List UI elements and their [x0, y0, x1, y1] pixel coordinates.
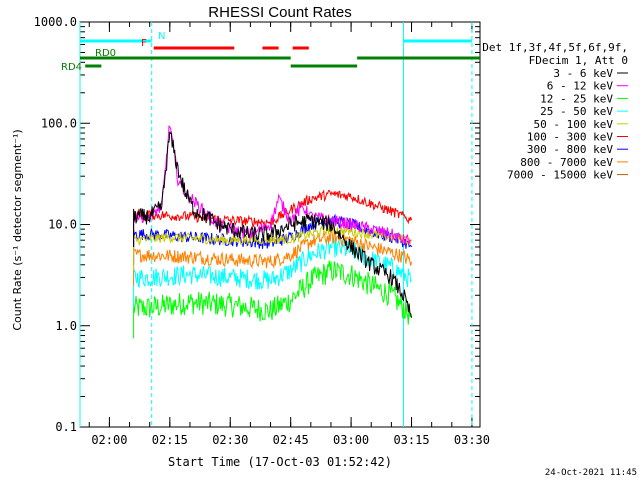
y-tick-label: 1000.0 [34, 15, 77, 29]
flag-label-n: N [158, 31, 165, 42]
y-tick-label: 100.0 [41, 116, 77, 130]
legend-entry-label: 300 - 800 keV [527, 143, 613, 156]
x-axis-label: Start Time (17-Oct-03 01:52:42) [168, 455, 392, 469]
series-line-800-7000-kev [133, 229, 412, 286]
legend-header-line-1: Det 1f,3f,4f,5f,6f,9f, [482, 41, 628, 54]
flag-label-f: F [141, 38, 147, 49]
y-axis-label: Count Rate (s⁻¹ detector segment⁻¹) [11, 129, 24, 330]
x-tick-label: 03:15 [393, 433, 429, 447]
series-line-3-6-kev [133, 131, 412, 318]
timestamp: 24-Oct-2021 11:45 [545, 468, 637, 478]
series-line-6-12-kev [133, 125, 412, 247]
y-tick-label: 10.0 [48, 218, 77, 232]
legend-header-line-2: FDecim 1, Att 0 [529, 54, 628, 67]
legend-entry-label: 50 - 100 keV [534, 118, 614, 131]
flag-label-rd4: RD4 [61, 62, 82, 73]
legend-entry-label: 7000 - 15000 keV [507, 169, 613, 182]
y-tick-label: 0.1 [55, 420, 77, 434]
x-tick-label: 02:30 [212, 433, 248, 447]
series-line-50-100-kev [133, 223, 412, 271]
flag-label-rd0: RD0 [95, 48, 116, 59]
x-tick-label: 03:30 [454, 433, 490, 447]
series-line-25-50-kev [133, 236, 412, 308]
legend-entry-label: 6 - 12 keV [547, 80, 614, 93]
series-line-12-25-kev [133, 260, 412, 339]
legend-entry-label: 800 - 7000 keV [520, 156, 613, 169]
chart-title: RHESSI Count Rates [208, 4, 351, 21]
x-tick-label: 02:15 [152, 433, 188, 447]
plot-frame [79, 21, 481, 428]
x-tick-label: 02:00 [91, 433, 127, 447]
legend-entry-label: 100 - 300 keV [527, 131, 613, 144]
x-tick-label: 03:00 [333, 433, 369, 447]
legend-entry-label: 12 - 25 keV [540, 92, 613, 105]
y-tick-label: 1.0 [55, 319, 77, 333]
x-tick-label: 02:45 [273, 433, 309, 447]
legend-entry-label: 25 - 50 keV [540, 105, 613, 118]
legend-entry-label: 3 - 6 keV [553, 67, 613, 80]
